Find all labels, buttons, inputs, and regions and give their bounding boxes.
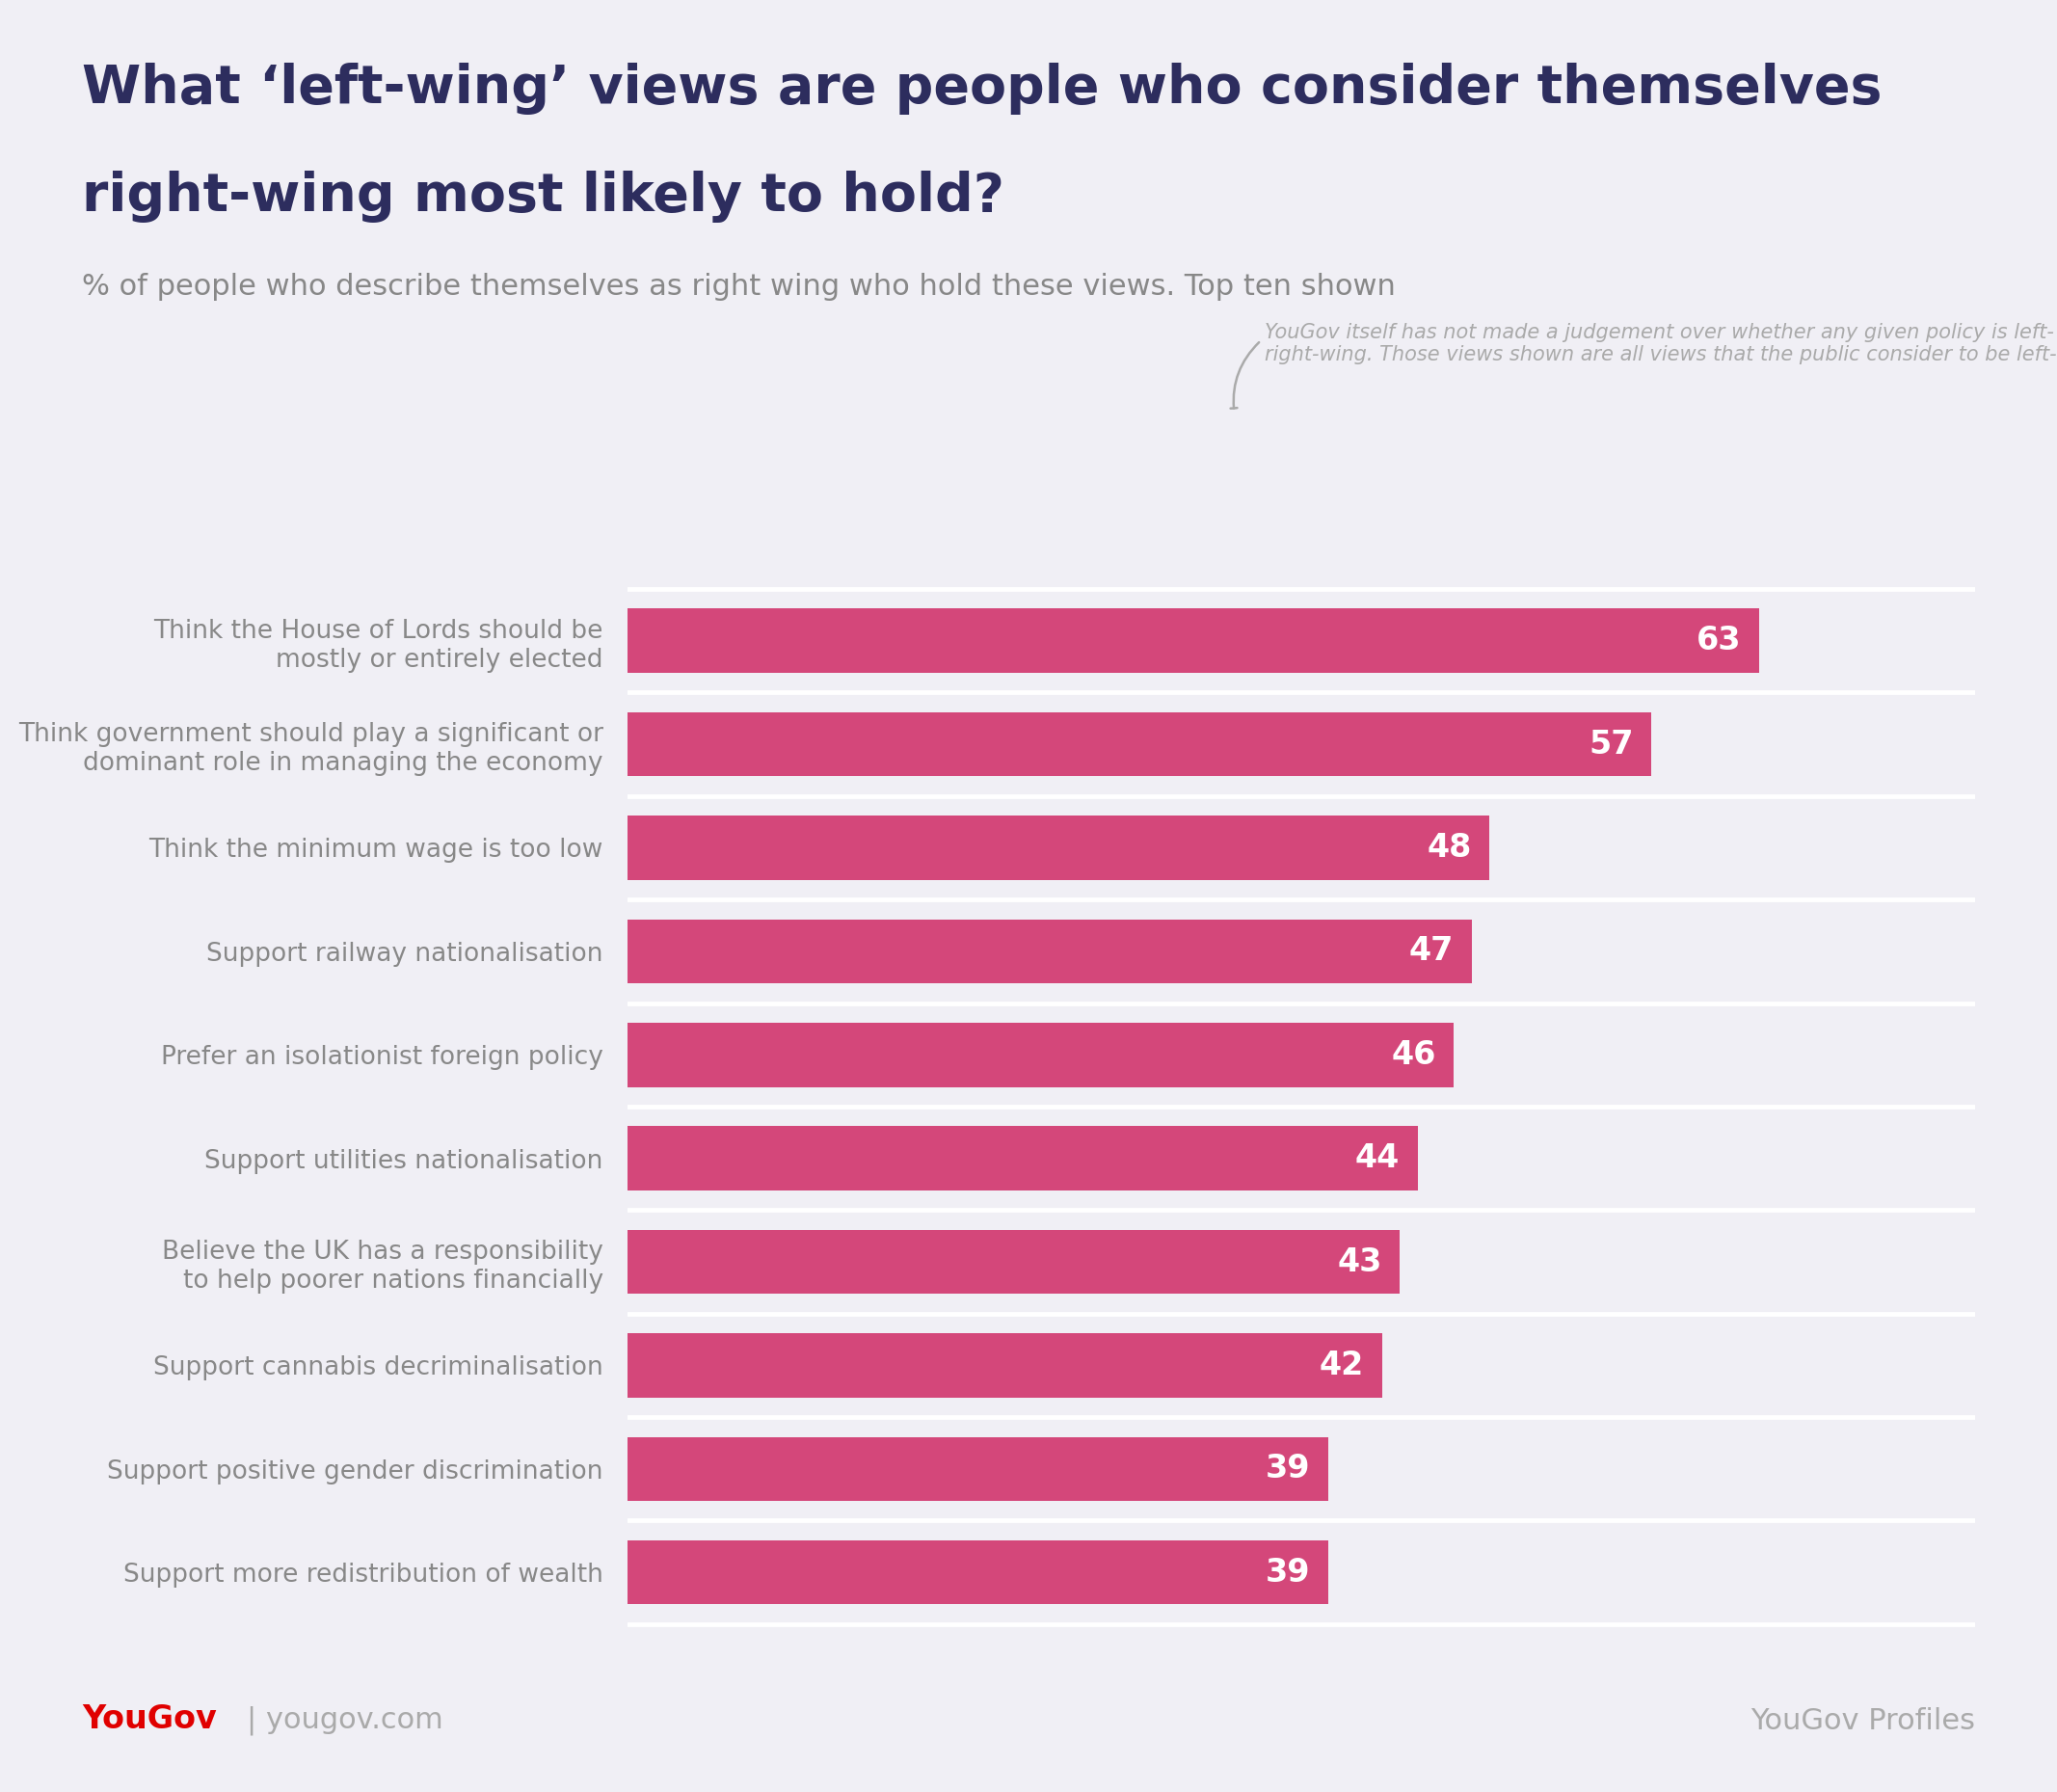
Bar (627, 609, 1759, 672)
Text: | yougov.com: | yougov.com (247, 1706, 442, 1735)
Text: 39: 39 (1265, 1557, 1310, 1588)
Bar (627, 1023, 1454, 1088)
Bar (627, 1333, 1382, 1398)
Text: 42: 42 (1319, 1349, 1364, 1382)
Bar (627, 711, 1652, 776)
Text: 44: 44 (1356, 1143, 1401, 1174)
Text: 47: 47 (1409, 935, 1454, 968)
Text: What ‘left-wing’ views are people who consider themselves: What ‘left-wing’ views are people who co… (82, 63, 1882, 115)
Text: YouGov itself has not made a judgement over whether any given policy is left- or: YouGov itself has not made a judgement o… (1265, 323, 2057, 364)
Text: 48: 48 (1428, 831, 1471, 864)
Text: 46: 46 (1391, 1039, 1436, 1070)
Bar (627, 1229, 1401, 1294)
Text: 57: 57 (1588, 728, 1633, 760)
Text: % of people who describe themselves as right wing who hold these views. Top ten : % of people who describe themselves as r… (82, 272, 1397, 301)
Bar (627, 1541, 1329, 1604)
Text: right-wing most likely to hold?: right-wing most likely to hold? (82, 170, 1004, 222)
Text: 43: 43 (1337, 1245, 1382, 1278)
Bar (627, 1125, 1417, 1190)
Text: YouGov: YouGov (82, 1702, 216, 1735)
Text: YouGov Profiles: YouGov Profiles (1751, 1706, 1975, 1735)
Bar (627, 815, 1489, 880)
Text: 39: 39 (1265, 1453, 1310, 1486)
Bar (627, 1437, 1329, 1502)
Text: 63: 63 (1697, 625, 1740, 656)
Bar (627, 919, 1471, 984)
